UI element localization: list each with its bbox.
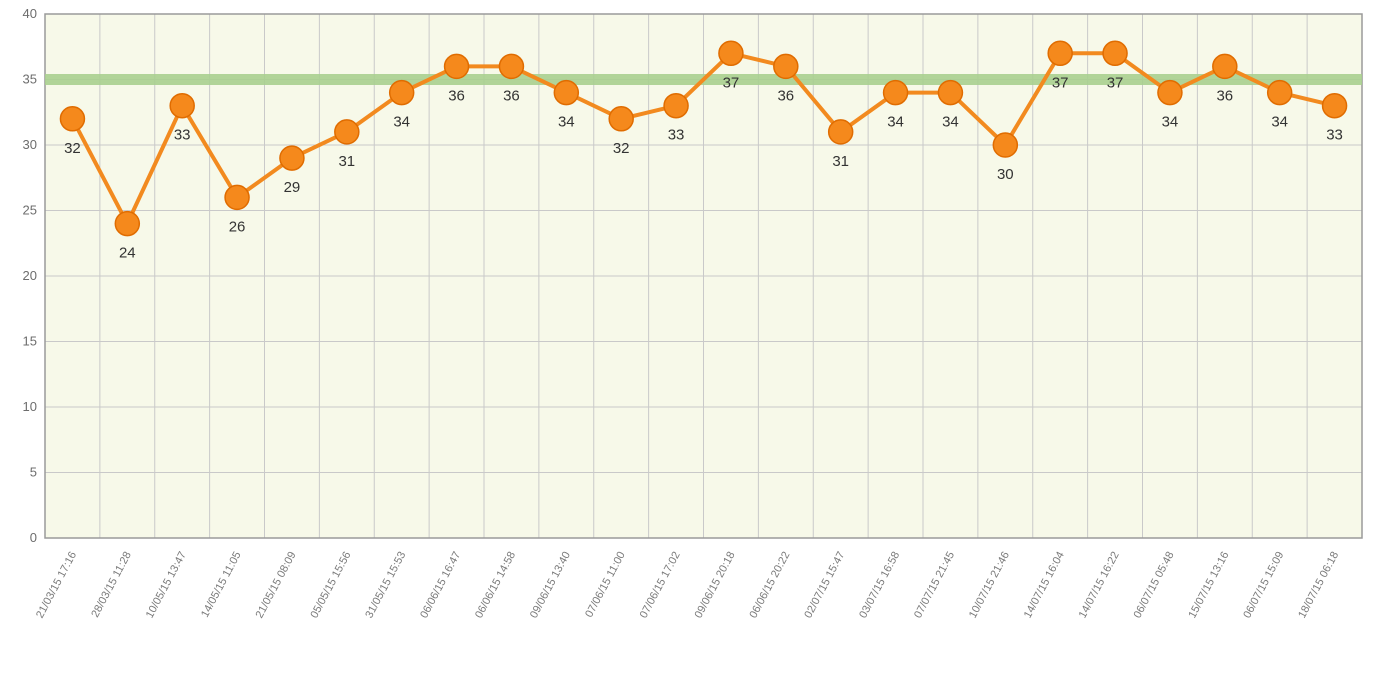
y-tick-label: 15 — [23, 334, 37, 349]
data-point — [663, 92, 689, 119]
data-label: 34 — [887, 114, 904, 131]
data-label: 34 — [942, 114, 959, 131]
data-label: 24 — [119, 245, 136, 262]
data-point — [114, 210, 141, 237]
x-tick-label: 06/06/15 20:22 — [747, 550, 792, 620]
x-tick-label: 03/07/15 16:58 — [857, 550, 902, 620]
data-label: 34 — [1162, 114, 1179, 131]
x-tick-label: 06/07/15 15:09 — [1241, 550, 1286, 620]
data-label: 32 — [64, 140, 81, 157]
data-label: 31 — [832, 153, 849, 170]
x-tick-label: 07/07/15 21:45 — [912, 550, 957, 620]
data-point — [1157, 79, 1183, 106]
data-label: 34 — [393, 114, 410, 131]
data-point — [1321, 92, 1348, 119]
y-tick-label: 10 — [23, 399, 37, 414]
data-point — [827, 119, 854, 145]
x-tick-label: 28/03/15 11:28 — [89, 550, 134, 620]
data-point — [224, 184, 250, 211]
x-tick-label: 18/07/15 06:18 — [1296, 550, 1341, 620]
y-tick-label: 5 — [30, 465, 37, 480]
x-tick-label: 14/07/15 16:04 — [1022, 550, 1067, 620]
data-point — [553, 79, 580, 106]
marker-layer — [59, 40, 1348, 237]
data-label: 33 — [1326, 127, 1343, 144]
data-point — [1266, 79, 1293, 106]
x-tick-label: 09/06/15 13:40 — [528, 550, 573, 620]
data-point — [608, 106, 634, 132]
data-point — [334, 119, 360, 145]
data-label: 34 — [558, 114, 575, 131]
x-tick-label: 05/05/15 15:56 — [308, 550, 353, 620]
data-point — [59, 106, 86, 132]
data-point — [992, 132, 1019, 158]
data-point — [1212, 53, 1238, 80]
data-point — [388, 79, 415, 106]
data-label: 33 — [668, 127, 685, 144]
plot-frame — [44, 13, 1363, 539]
y-axis: 0 5 10 15 20 25 30 35 40 — [23, 6, 37, 545]
x-tick-label: 10/05/15 13:47 — [144, 550, 189, 620]
x-tick-label: 31/05/15 15:53 — [363, 550, 408, 620]
data-point — [169, 92, 195, 119]
x-tick-label: 21/03/15 17:16 — [34, 550, 79, 620]
data-point — [937, 79, 964, 106]
y-tick-label: 40 — [23, 6, 37, 21]
data-label: 30 — [997, 166, 1014, 183]
x-tick-label: 06/06/15 14:58 — [473, 550, 518, 620]
data-label: 36 — [448, 87, 465, 104]
data-label: 36 — [503, 87, 520, 104]
x-tick-label: 07/06/15 11:00 — [583, 550, 628, 620]
data-point — [882, 79, 909, 106]
data-label: 36 — [1216, 87, 1233, 104]
x-axis: 21/03/15 17:16 28/03/15 11:28 10/05/15 13:… — [34, 550, 1341, 620]
x-tick-label: 07/06/15 17:02 — [638, 550, 683, 620]
y-tick-label: 35 — [23, 72, 37, 87]
data-point — [1102, 40, 1128, 67]
x-tick-label: 06/07/15 05:48 — [1132, 550, 1177, 620]
data-label: 37 — [723, 74, 740, 91]
data-point — [773, 53, 799, 80]
data-label: 26 — [229, 218, 246, 235]
data-point — [279, 145, 305, 171]
y-tick-label: 30 — [23, 137, 37, 152]
data-label: 37 — [1052, 74, 1069, 91]
data-label: 33 — [174, 127, 191, 144]
x-tick-label: 15/07/15 13:16 — [1186, 550, 1231, 620]
data-label: 34 — [1271, 114, 1288, 131]
x-tick-label: 21/05/15 08:09 — [254, 550, 299, 620]
x-tick-label: 06/06/15 16:47 — [418, 550, 463, 620]
x-tick-label: 09/06/15 20:18 — [693, 550, 738, 620]
data-label: 32 — [613, 140, 630, 157]
data-point — [1047, 40, 1073, 67]
data-point — [498, 53, 525, 80]
data-point — [443, 53, 470, 80]
data-label: 29 — [284, 179, 301, 196]
y-tick-label: 25 — [23, 203, 37, 218]
data-point — [718, 40, 744, 67]
x-tick-label: 02/07/15 15:47 — [802, 550, 847, 620]
data-label-layer: 32 24 33 26 29 31 34 36 36 34 32 33 37 36 31 34 34 30 37 37… — [64, 74, 1343, 261]
data-label: 37 — [1107, 74, 1124, 91]
y-tick-label: 0 — [30, 530, 37, 545]
x-tick-label: 14/07/15 16:22 — [1077, 550, 1122, 620]
x-tick-label: 14/05/15 11:05 — [199, 550, 244, 620]
data-label: 36 — [777, 87, 794, 104]
data-label: 31 — [338, 153, 355, 170]
y-tick-label: 20 — [23, 268, 37, 283]
x-tick-label: 10/07/15 21:46 — [967, 550, 1012, 620]
